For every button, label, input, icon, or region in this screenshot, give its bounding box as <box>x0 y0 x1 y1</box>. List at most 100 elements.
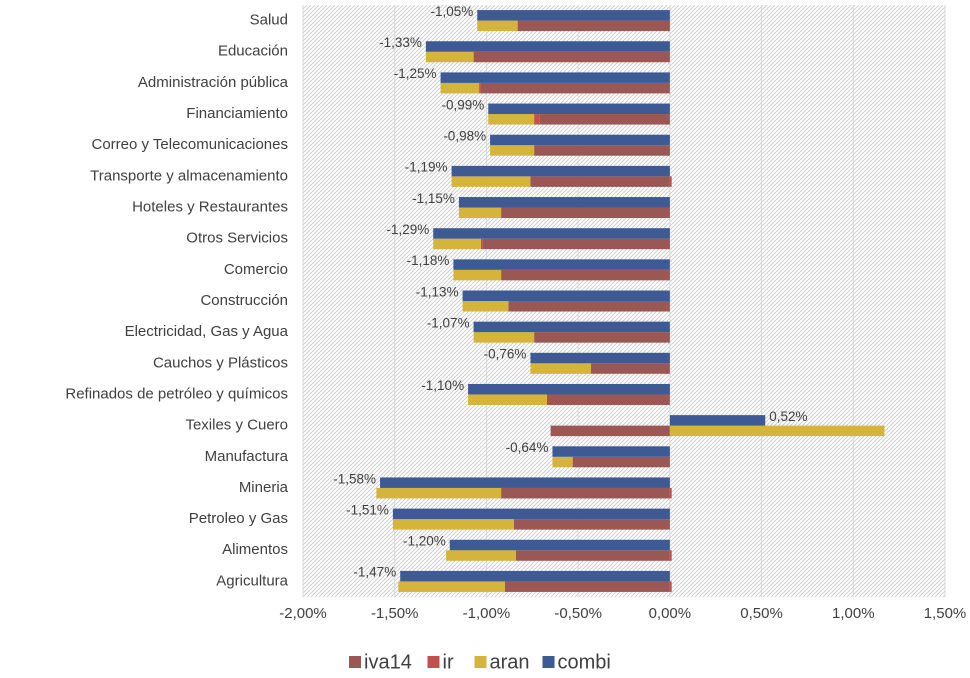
bar <box>669 487 672 499</box>
y-tick-label: Educación <box>218 43 288 60</box>
data-label: -1,13% <box>416 284 459 299</box>
bar <box>669 425 885 437</box>
bar <box>462 301 509 312</box>
bar <box>480 82 670 94</box>
bar <box>446 550 516 561</box>
bar <box>488 103 670 115</box>
data-label: -1,51% <box>346 502 389 517</box>
bar <box>539 114 670 125</box>
y-tick-label: Agricultura <box>216 572 288 589</box>
bar <box>550 425 670 437</box>
bar <box>572 456 670 468</box>
x-tick-label: 0,50% <box>740 605 783 622</box>
bar <box>451 176 531 187</box>
bar <box>453 259 670 270</box>
data-label: -1,15% <box>412 191 455 206</box>
data-label: 0,52% <box>769 409 807 424</box>
bar <box>501 269 670 281</box>
data-label: -1,20% <box>403 534 446 549</box>
bar <box>552 446 670 457</box>
legend-label: aran <box>490 651 530 673</box>
bar <box>530 176 670 187</box>
bar <box>530 352 670 364</box>
data-label: -1,10% <box>421 378 464 393</box>
data-label: -1,07% <box>427 315 470 330</box>
bar <box>490 134 670 146</box>
legend-swatch <box>542 656 555 668</box>
bar <box>477 10 670 21</box>
bar <box>482 238 670 250</box>
x-tick-label: 1,00% <box>832 605 875 622</box>
bar <box>453 269 502 281</box>
x-tick-label: -1,50% <box>371 605 419 622</box>
bar <box>534 145 670 156</box>
y-tick-label: Refinados de petróleo y químicos <box>65 385 288 402</box>
bar <box>515 550 670 561</box>
bar <box>400 570 670 582</box>
bar <box>517 20 670 32</box>
bar <box>534 114 540 125</box>
bar <box>477 20 518 32</box>
bar <box>590 363 670 374</box>
bar <box>440 82 480 94</box>
bar <box>458 207 502 219</box>
bar <box>504 581 670 592</box>
bar <box>458 197 670 208</box>
bar <box>468 383 670 395</box>
bar <box>473 51 670 63</box>
y-tick-label: Otros Servicios <box>186 230 288 247</box>
bar <box>398 581 505 592</box>
x-tick-label: -0,50% <box>554 605 602 622</box>
bar <box>669 550 672 561</box>
bar <box>425 41 670 52</box>
bar <box>380 477 670 488</box>
data-label: -0,64% <box>506 440 549 455</box>
bar <box>530 363 591 374</box>
x-tick-label: -2,00% <box>279 605 327 622</box>
bar <box>468 394 547 405</box>
data-label: -1,18% <box>407 253 450 268</box>
bar <box>501 487 670 499</box>
data-label: -0,98% <box>443 129 486 144</box>
x-tick-label: 1,50% <box>924 605 967 622</box>
y-tick-label: Financiamiento <box>186 105 288 122</box>
data-label: -1,33% <box>379 35 422 50</box>
bar <box>546 394 670 405</box>
data-label: -1,05% <box>430 4 473 19</box>
bar <box>433 228 670 239</box>
bar <box>392 508 670 520</box>
data-label: -1,29% <box>386 222 429 237</box>
bar <box>473 321 670 333</box>
bar <box>479 82 481 94</box>
bar <box>669 581 672 592</box>
bar <box>392 519 514 530</box>
data-label: -1,25% <box>394 66 437 81</box>
y-tick-label: Administración pública <box>138 74 289 91</box>
data-label: -1,19% <box>405 160 448 175</box>
y-tick-label: Petroleo y Gas <box>189 510 288 527</box>
y-tick-label: Hoteles y Restaurantes <box>132 198 288 215</box>
bar <box>488 114 535 125</box>
legend-label: ir <box>443 651 454 673</box>
bar <box>490 145 535 156</box>
y-tick-label: Electricidad, Gas y Agua <box>125 323 289 340</box>
bar <box>513 519 670 530</box>
y-tick-label: Manufactura <box>205 448 289 465</box>
legend-label: iva14 <box>364 651 412 673</box>
bar <box>473 332 535 343</box>
x-tick-label: -1,00% <box>463 605 511 622</box>
bar <box>534 332 670 343</box>
bar <box>501 207 670 219</box>
data-label: -0,99% <box>441 97 484 112</box>
bar <box>440 72 670 83</box>
legend-swatch <box>349 656 361 668</box>
legend-swatch <box>474 656 487 668</box>
y-tick-label: Mineria <box>239 479 289 496</box>
data-label: -1,47% <box>353 565 396 580</box>
data-label: -0,76% <box>484 347 527 362</box>
bar <box>508 301 670 312</box>
bar <box>376 487 502 499</box>
y-tick-label: Texiles y Cuero <box>185 417 288 434</box>
bar <box>433 238 481 250</box>
